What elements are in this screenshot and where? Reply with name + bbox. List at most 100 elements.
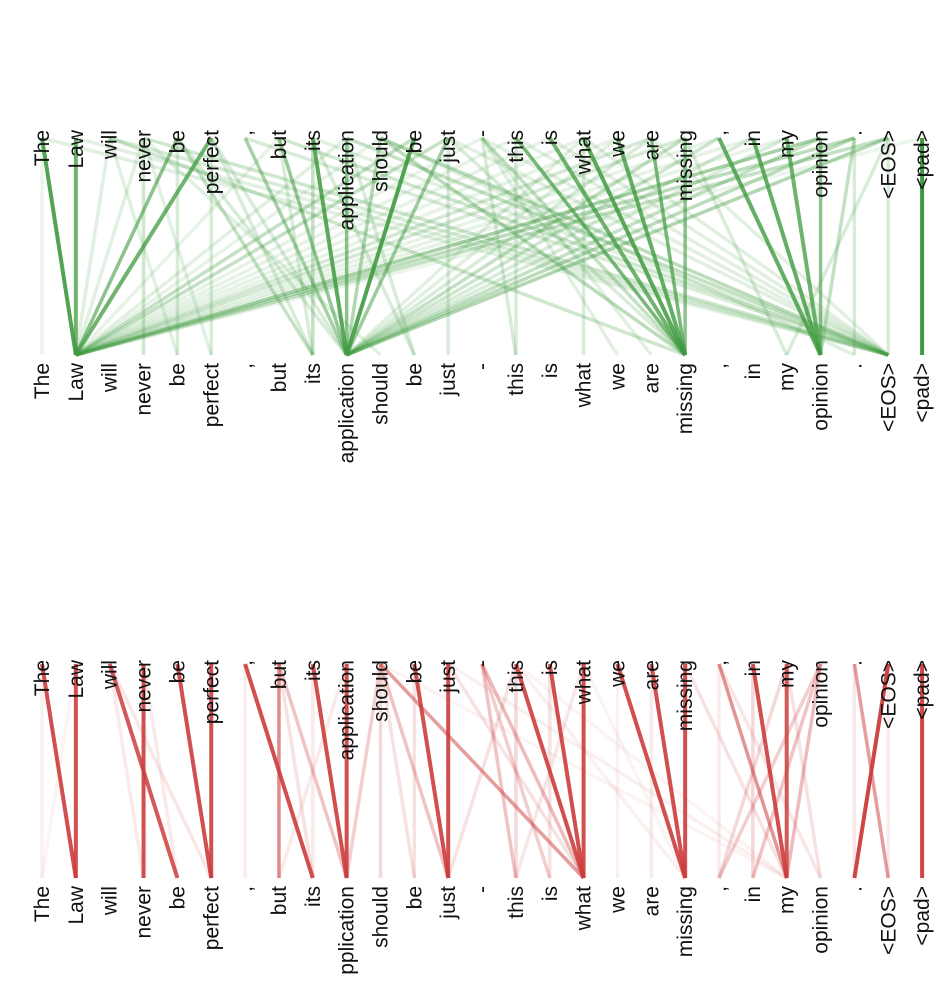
source-token-this: this bbox=[505, 130, 528, 163]
target-token-will: will bbox=[99, 886, 122, 916]
attention-link bbox=[243, 137, 349, 356]
attention-link bbox=[107, 663, 146, 879]
attention-link bbox=[446, 663, 586, 879]
target-token-this: this bbox=[505, 886, 528, 919]
attention-link bbox=[75, 136, 822, 357]
attention-link bbox=[75, 136, 754, 357]
source-token-pad: <pad> bbox=[911, 130, 934, 190]
source-token-punct: , bbox=[234, 660, 257, 666]
source-token-be: be bbox=[403, 130, 426, 153]
target-token-just: just bbox=[437, 363, 460, 397]
source-token-application: application bbox=[336, 660, 359, 760]
target-token-this: this bbox=[505, 363, 528, 396]
source-token-its: its bbox=[302, 660, 325, 681]
target-token-never: never bbox=[133, 363, 156, 416]
attention-link bbox=[75, 136, 889, 357]
attention-link bbox=[75, 136, 788, 357]
source-token-opinion: opinion bbox=[810, 660, 833, 728]
target-token-will: will bbox=[99, 363, 122, 393]
attention-link bbox=[717, 663, 789, 879]
attention-link bbox=[480, 663, 586, 879]
target-token-its: its bbox=[302, 886, 325, 907]
green-attention-panel: The Law will never be perfect, but its applicati… bbox=[31, 129, 934, 463]
target-token-just: just bbox=[437, 886, 460, 920]
attention-link bbox=[784, 663, 823, 879]
attention-link bbox=[514, 662, 687, 880]
attention-link bbox=[277, 663, 315, 879]
source-token-be: be bbox=[403, 660, 426, 683]
source-token-should: should bbox=[370, 660, 393, 722]
source-token-application: application bbox=[336, 130, 359, 230]
source-token-will: will bbox=[99, 660, 122, 690]
target-token-punct: - bbox=[471, 886, 494, 893]
source-token-perfect: perfect bbox=[200, 660, 223, 724]
attention-link bbox=[310, 663, 349, 879]
source-token-my: my bbox=[776, 130, 799, 158]
source-token-never: never bbox=[133, 130, 156, 183]
source-token-what: what bbox=[573, 660, 596, 706]
attention-link bbox=[480, 136, 653, 357]
attention-link bbox=[277, 663, 349, 879]
attention-link bbox=[277, 137, 315, 356]
target-token-eos: <EOS> bbox=[877, 363, 900, 432]
attention-link bbox=[141, 663, 180, 879]
target-token-eos: <EOS> bbox=[877, 886, 900, 955]
attention-link bbox=[615, 663, 688, 879]
source-token-will: will bbox=[99, 130, 122, 160]
target-token-punct: , bbox=[708, 363, 731, 369]
source-token-is: is bbox=[539, 660, 562, 675]
attention-link bbox=[74, 136, 416, 357]
target-token-punct: . bbox=[843, 363, 866, 369]
target-token-is: is bbox=[539, 363, 562, 378]
target-token-the: The bbox=[31, 886, 54, 922]
attention-link bbox=[175, 663, 214, 879]
attention-link bbox=[480, 663, 552, 879]
target-token-we: we bbox=[606, 886, 629, 914]
source-token-should: should bbox=[370, 130, 393, 192]
source-token-punct: , bbox=[708, 130, 731, 136]
attention-link bbox=[143, 136, 889, 357]
source-token-my: my bbox=[776, 660, 799, 688]
target-token-but: but bbox=[268, 886, 291, 915]
source-token-is: is bbox=[539, 130, 562, 145]
target-token-my: my bbox=[776, 886, 799, 914]
attention-link bbox=[74, 136, 281, 357]
attention-link bbox=[750, 137, 823, 356]
target-token-its: its bbox=[302, 363, 325, 384]
target-token-pplication: pplication bbox=[336, 886, 359, 975]
source-token-eos: <EOS> bbox=[877, 660, 900, 729]
target-token-pad: <pad> bbox=[911, 363, 934, 423]
source-token-pad: <pad> bbox=[911, 660, 934, 720]
attention-link bbox=[109, 136, 889, 357]
source-token-are: are bbox=[640, 660, 663, 690]
attention-link bbox=[345, 136, 822, 357]
attention-link bbox=[852, 663, 891, 879]
attention-link bbox=[311, 137, 416, 356]
attention-link bbox=[74, 137, 112, 356]
attention-link bbox=[582, 663, 687, 879]
attention-link bbox=[581, 137, 687, 356]
attention-link bbox=[75, 136, 923, 357]
attention-link bbox=[480, 137, 518, 356]
target-token-but: but bbox=[268, 363, 291, 392]
attention-link bbox=[480, 663, 518, 879]
attention-link bbox=[74, 136, 213, 357]
target-token-missing: missing bbox=[674, 886, 697, 957]
source-token-never: never bbox=[133, 660, 156, 713]
target-token-my: my bbox=[776, 363, 799, 391]
target-token-punct: , bbox=[234, 363, 257, 369]
source-token-be: be bbox=[166, 130, 189, 153]
source-token-in: in bbox=[742, 130, 765, 146]
target-token-we: we bbox=[606, 363, 629, 391]
attention-link bbox=[344, 663, 383, 879]
attention-link bbox=[75, 136, 855, 357]
attention-link bbox=[547, 663, 586, 879]
source-token-eos: <EOS> bbox=[877, 130, 900, 199]
attention-link bbox=[175, 137, 315, 356]
attention-link bbox=[480, 137, 619, 356]
attention-link bbox=[412, 663, 451, 879]
target-token-in: in bbox=[742, 886, 765, 902]
attention-link bbox=[649, 663, 688, 879]
attention-link bbox=[378, 663, 417, 879]
